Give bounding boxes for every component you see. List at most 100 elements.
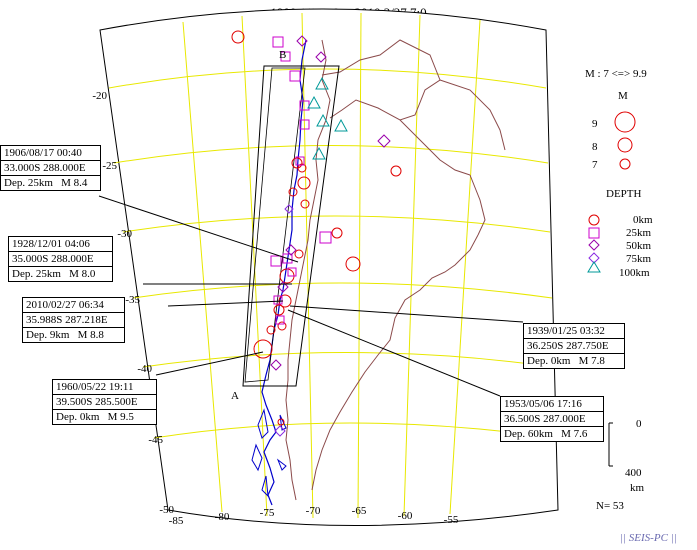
lat-label: -30 xyxy=(117,228,132,240)
latitude-gridlines xyxy=(108,68,557,439)
lon-line-80 xyxy=(182,21,223,513)
border-bolivia xyxy=(321,39,441,121)
lon-line-60 xyxy=(403,14,421,517)
magnitude-range: M : 7 <=> 9.9 xyxy=(585,68,647,80)
event-count: N= 53 xyxy=(596,500,624,512)
lat-label: -45 xyxy=(148,434,163,446)
event-callout-1906: 1906/08/17 00:40 33.000S 288.000E Dep. 2… xyxy=(0,145,101,191)
depth-symbol-0 xyxy=(588,214,600,226)
depth-25-events xyxy=(270,36,332,325)
depth-label-50: 50km xyxy=(626,240,652,252)
event-coords: 39.500S 285.500E xyxy=(53,394,156,409)
lat-line-20 xyxy=(108,68,547,89)
magnitude-label-7: 7 xyxy=(592,159,598,171)
coastline-islands xyxy=(251,408,287,498)
event-coords: 36.250S 287.750E xyxy=(524,338,624,353)
scale-top-label: 0 xyxy=(636,418,642,430)
event-magnitude: M 8.8 xyxy=(77,329,104,341)
depth-label-75: 75km xyxy=(626,253,652,265)
event-date: 1953/05/06 17:16 xyxy=(504,398,582,410)
lat-label: -40 xyxy=(137,363,152,375)
leader-1906 xyxy=(98,195,299,263)
depth-symbol-25 xyxy=(588,227,600,239)
border-uruguay xyxy=(469,174,486,236)
depth-legend: DEPTH 0km 25km 50km 75km 100km xyxy=(587,188,653,279)
magnitude-header: M xyxy=(618,90,628,102)
leader-1960 xyxy=(155,351,264,376)
scale-unit-label: km xyxy=(630,482,645,494)
event-depth: Dep. 60km xyxy=(504,428,553,440)
latitude-labels: -20 -25 -30 -35 -40 -45 -50 xyxy=(92,90,174,516)
border-chile-argentina xyxy=(285,39,331,501)
leader-2010 xyxy=(167,300,284,307)
depth-symbol-100 xyxy=(587,261,601,273)
profile-inner-band xyxy=(244,67,306,383)
longitude-labels: -85 -80 -75 -70 -65 -60 -55 xyxy=(169,505,459,527)
event-depth: Dep. 0km xyxy=(527,355,571,367)
scale-bottom-label: 400 xyxy=(625,467,642,479)
event-callout-1953: 1953/05/06 17:16 36.500S 287.000E Dep. 6… xyxy=(500,396,604,442)
event-depth: Dep. 0km xyxy=(56,411,100,423)
magnitude-legend: M : 7 <=> 9.9 M 9 8 7 xyxy=(585,68,647,171)
magnitude-symbol-9 xyxy=(614,111,636,133)
event-date: 2010/02/27 06:34 xyxy=(26,299,104,311)
lon-label: -65 xyxy=(352,505,367,517)
depth-symbol-75 xyxy=(588,252,600,264)
magnitude-symbol-7 xyxy=(619,158,631,170)
event-coords: 33.000S 288.000E xyxy=(1,160,100,175)
lon-label: -60 xyxy=(398,510,413,522)
callout-leaders xyxy=(98,195,524,397)
map-frame xyxy=(99,8,559,526)
lat-label: -25 xyxy=(102,160,117,172)
event-coords: 35.000S 288.000E xyxy=(9,251,112,266)
event-date: 1928/12/01 04:06 xyxy=(12,238,90,250)
profile-start-label: A xyxy=(231,390,239,402)
magnitude-label-9: 9 xyxy=(592,118,598,130)
event-magnitude: M 8.4 xyxy=(61,177,88,189)
depth-header: DEPTH xyxy=(606,188,642,200)
magnitude-label-8: 8 xyxy=(592,141,598,153)
event-depth: Dep. 9km xyxy=(26,329,70,341)
lon-label: -55 xyxy=(444,514,459,526)
lon-label: -85 xyxy=(169,515,184,527)
event-date: 1906/08/17 00:40 xyxy=(4,147,82,159)
event-callout-1928: 1928/12/01 04:06 35.000S 288.000E Dep. 2… xyxy=(8,236,113,282)
event-magnitude: M 8.0 xyxy=(69,268,96,280)
leader-1953 xyxy=(287,309,501,397)
lon-line-75 xyxy=(241,15,268,517)
country-borders xyxy=(285,39,506,501)
depth-symbol-50 xyxy=(588,239,600,251)
lat-label: -35 xyxy=(125,294,140,306)
lon-label: -80 xyxy=(215,511,230,523)
depth-50-events xyxy=(270,35,391,371)
depth-label-0: 0km xyxy=(633,214,653,226)
event-callout-1939: 1939/01/25 03:32 36.250S 287.750E Dep. 0… xyxy=(523,323,625,369)
lon-label: -70 xyxy=(306,505,321,517)
magnitude-symbol-8 xyxy=(617,137,633,153)
event-callout-2010: 2010/02/27 06:34 35.988S 287.218E Dep. 9… xyxy=(22,297,125,343)
lat-line-45 xyxy=(153,422,557,439)
coastline-chile xyxy=(261,39,307,506)
lon-label: -75 xyxy=(260,507,275,519)
profile-swath xyxy=(242,65,340,387)
software-credit: || SEIS-PC || xyxy=(620,532,677,544)
lat-label: -50 xyxy=(159,504,174,516)
event-magnitude: M 7.8 xyxy=(578,355,605,367)
lat-line-35 xyxy=(132,282,553,299)
argentina-coast xyxy=(311,234,479,491)
lat-line-30 xyxy=(122,215,551,233)
leader-1939 xyxy=(289,305,524,323)
event-date: 1960/05/22 19:11 xyxy=(56,381,134,393)
border-paraguay xyxy=(399,119,471,176)
event-date: 1939/01/25 03:32 xyxy=(527,325,605,337)
event-coords: 36.500S 287.000E xyxy=(501,411,603,426)
lon-line-70 xyxy=(301,12,314,519)
depth-100-events xyxy=(307,76,348,160)
profile-end-label: B xyxy=(279,49,286,61)
lat-label: -20 xyxy=(92,90,107,102)
border-brazil xyxy=(439,79,506,151)
depth-label-25: 25km xyxy=(626,227,652,239)
depth-label-100: 100km xyxy=(619,267,650,279)
